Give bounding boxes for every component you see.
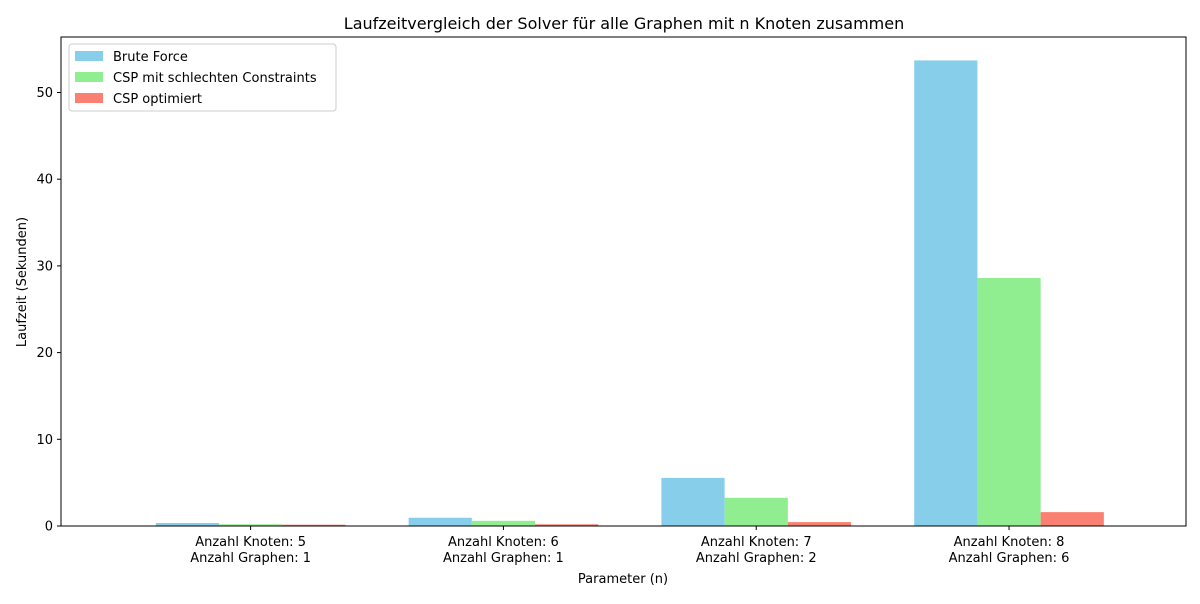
- y-tick-label-5: 40: [36, 173, 53, 188]
- y-tick-label-2: 10: [36, 433, 53, 448]
- bar-3-1: [282, 524, 346, 526]
- bar-3-2: [535, 524, 599, 526]
- x-tick-label-1: Anzahl Knoten: 5 Anzahl Graphen: 1: [190, 535, 311, 566]
- y-tick-label-1: 0: [45, 520, 53, 535]
- x-tick-label-2: Anzahl Knoten: 6 Anzahl Graphen: 1: [443, 535, 564, 566]
- x-axis-label: Parameter (n): [578, 572, 668, 587]
- y-tick-label-4: 30: [36, 259, 53, 274]
- y-axis-label: Laufzeit (Sekunden): [15, 217, 30, 347]
- bar-1-4: [914, 60, 978, 526]
- bar-1-1: [155, 522, 220, 526]
- bar-1-3: [661, 477, 725, 526]
- legend-label-1: Brute Force: [113, 50, 188, 65]
- bar-3-3: [787, 522, 852, 526]
- legend: [68, 43, 337, 112]
- bar-2-4: [977, 278, 1041, 526]
- plot-frame: [60, 36, 1187, 527]
- bar-2-2: [471, 520, 536, 526]
- legend-label-2: CSP mit schlechten Constraints: [113, 71, 317, 86]
- legend-swatch-3: [75, 93, 103, 103]
- legend-label-3: CSP optimiert: [113, 92, 202, 107]
- legend-swatch-1: [75, 51, 103, 61]
- x-tick-label-4: Anzahl Knoten: 8 Anzahl Graphen: 6: [949, 535, 1070, 566]
- bar-1-2: [408, 517, 472, 526]
- bar-3-4: [1040, 512, 1104, 526]
- y-tick-label-3: 20: [36, 346, 53, 361]
- x-tick-label-3: Anzahl Knoten: 7 Anzahl Graphen: 2: [696, 535, 817, 566]
- legend-swatch-2: [75, 72, 103, 82]
- y-tick-label-6: 50: [36, 86, 53, 101]
- bar-2-1: [219, 524, 283, 526]
- bar-2-3: [724, 497, 788, 526]
- chart-title: Laufzeitvergleich der Solver für alle Gr…: [344, 14, 904, 33]
